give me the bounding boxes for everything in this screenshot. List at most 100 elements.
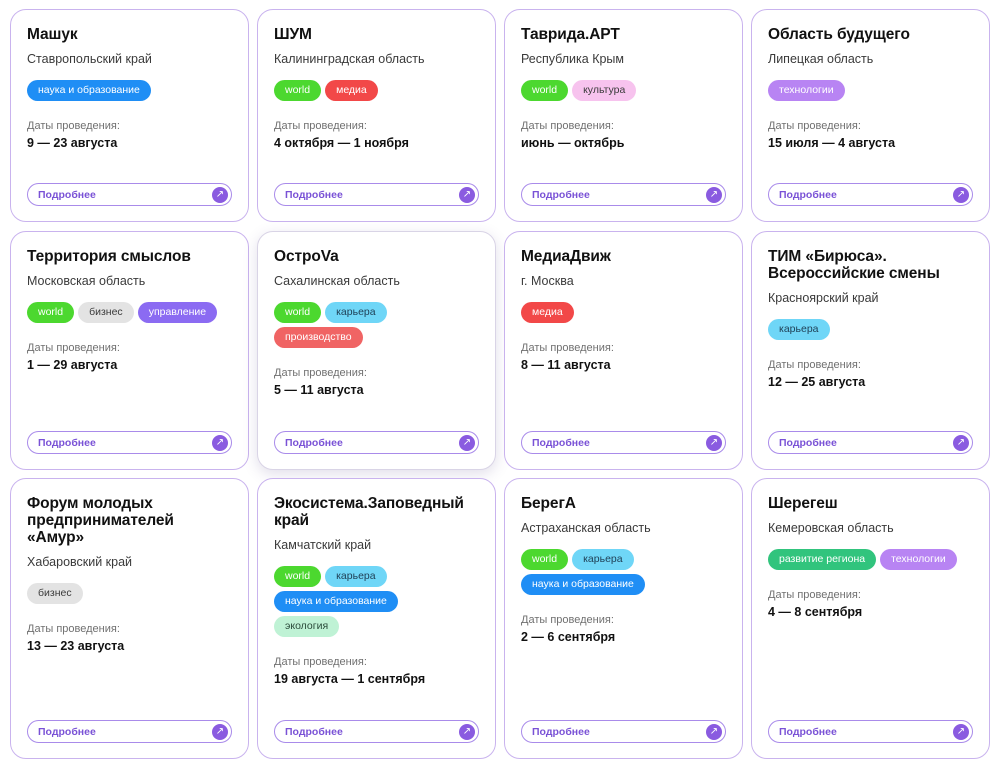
tag-world: world [27,302,75,323]
event-tags: world карьера наука и образование [521,549,661,595]
event-tags: бизнес [27,583,232,604]
more-button[interactable]: Подробнее ↗ [27,183,232,206]
event-dates: 19 августа — 1 сентября [274,672,426,686]
more-button[interactable]: Подробнее ↗ [521,431,726,454]
event-dates: июнь — октябрь [521,136,625,150]
event-card-tavrida-art: Таврида.АРТ Республика Крым world культу… [504,9,743,222]
event-tags: world карьера наука и образование эколог… [274,566,414,637]
tag-world: world [521,549,569,570]
tag-world: world [521,80,569,101]
event-tags: наука и образование [27,80,232,101]
more-button[interactable]: Подробнее ↗ [768,431,973,454]
event-dates: 9 — 23 августа [27,136,118,150]
more-button[interactable]: Подробнее ↗ [27,720,232,743]
event-tags: world бизнес управление [27,302,232,323]
tag-world: world [274,80,322,101]
event-tags: world культура [521,80,726,101]
tag-regional-development: развитие региона [768,549,877,570]
event-card-ostrova: ОстроVa Сахалинская область world карьер… [257,231,496,470]
tag-production: производство [274,327,363,348]
more-button-label: Подробнее [779,188,837,201]
more-button[interactable]: Подробнее ↗ [768,183,973,206]
dates-label: Даты проведения: [274,120,367,132]
event-title: БерегА [521,495,576,512]
event-region: Камчатский край [274,538,372,552]
dates-label: Даты проведения: [27,120,120,132]
event-dates: 5 — 11 августа [274,383,364,397]
more-button[interactable]: Подробнее ↗ [27,431,232,454]
tag-science-education: наука и образование [521,574,645,595]
event-tags: медиа [521,302,726,323]
event-dates: 15 июля — 4 августа [768,136,896,150]
event-card-mediadvizh: МедиаДвиж г. Москва медиа Даты проведени… [504,231,743,470]
event-card-ekosistema: Экосистема.Заповедный край Камчатский кр… [257,478,496,759]
tag-media: медиа [521,302,574,323]
arrow-up-right-icon: ↗ [953,723,969,740]
more-button-label: Подробнее [532,436,590,449]
event-card-territoriya-smyslov: Территория смыслов Московская область wo… [10,231,249,470]
dates-label: Даты проведения: [27,623,120,635]
event-title: Таврида.АРТ [521,26,620,43]
more-button[interactable]: Подробнее ↗ [274,431,479,454]
tag-science-education: наука и образование [274,591,398,612]
event-card-tim-biryusa: ТИМ «Бирюса». Всероссийские смены Красно… [751,231,990,470]
arrow-up-right-icon: ↗ [212,186,228,203]
more-button-label: Подробнее [38,725,96,738]
event-title: ТИМ «Бирюса». Всероссийские смены [768,248,940,282]
event-tags: технологии [768,80,973,101]
event-dates: 4 — 8 сентября [768,605,863,619]
event-dates: 13 — 23 августа [27,639,125,653]
tag-technology: технологии [880,549,957,570]
event-region: Астраханская область [521,521,651,535]
tag-culture: культура [572,80,637,101]
event-card-forum-amur: Форум молодых предпринимателей «Амур» Ха… [10,478,249,759]
more-button[interactable]: Подробнее ↗ [768,720,973,743]
tag-science-education: наука и образование [27,80,151,101]
arrow-up-right-icon: ↗ [706,186,722,203]
event-title: МедиаДвиж [521,248,611,265]
event-title: Экосистема.Заповедный край [274,495,464,529]
tag-technology: технологии [768,80,845,101]
event-dates: 8 — 11 августа [521,358,611,372]
event-tags: карьера [768,319,973,340]
more-button[interactable]: Подробнее ↗ [521,183,726,206]
event-card-oblast-budushchego: Область будущего Липецкая область технол… [751,9,990,222]
event-dates: 4 октября — 1 ноября [274,136,409,150]
more-button[interactable]: Подробнее ↗ [274,720,479,743]
event-card-sheregesh: Шерегеш Кемеровская область развитие рег… [751,478,990,759]
more-button-label: Подробнее [779,436,837,449]
event-dates: 2 — 6 сентября [521,630,616,644]
tag-media: медиа [325,80,378,101]
event-dates: 1 — 29 августа [27,358,118,372]
tag-world: world [274,566,322,587]
arrow-up-right-icon: ↗ [953,186,969,203]
tag-management: управление [137,302,218,323]
dates-label: Даты проведения: [768,120,861,132]
event-tags: world медиа [274,80,479,101]
event-title: Территория смыслов [27,248,191,265]
dates-label: Даты проведения: [27,342,120,354]
event-tags: world карьера производство [274,302,424,348]
tag-ecology: экология [274,616,340,637]
event-region: Сахалинская область [274,274,400,288]
event-region: Липецкая область [768,52,874,66]
arrow-up-right-icon: ↗ [212,434,228,451]
event-dates: 12 — 25 августа [768,375,866,389]
event-card-berega: БерегА Астраханская область world карьер… [504,478,743,759]
tag-world: world [274,302,322,323]
more-button[interactable]: Подробнее ↗ [274,183,479,206]
more-button[interactable]: Подробнее ↗ [521,720,726,743]
event-card-mashuk: Машук Ставропольский край наука и образо… [10,9,249,222]
arrow-up-right-icon: ↗ [459,186,475,203]
event-card-shum: ШУМ Калининградская область world медиа … [257,9,496,222]
event-title: Область будущего [768,26,910,43]
dates-label: Даты проведения: [521,614,614,626]
tag-career: карьера [325,302,387,323]
tag-business: бизнес [78,302,134,323]
dates-label: Даты проведения: [768,359,861,371]
event-region: Московская область [27,274,146,288]
more-button-label: Подробнее [285,725,343,738]
dates-label: Даты проведения: [521,342,614,354]
tag-career: карьера [572,549,634,570]
more-button-label: Подробнее [285,188,343,201]
